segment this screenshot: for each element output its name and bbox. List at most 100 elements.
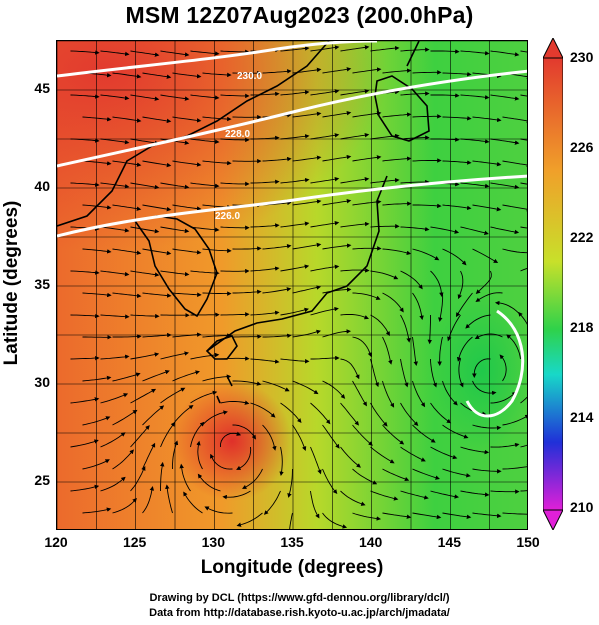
streamline-arrow-icon <box>310 45 340 52</box>
streamline-arrow-icon <box>340 402 360 426</box>
streamline-arrow-icon <box>352 111 382 118</box>
streamline-arrow-icon <box>442 71 472 77</box>
streamline-arrow-icon <box>447 314 461 342</box>
streamline-arrow-icon <box>322 67 352 74</box>
streamline-arrow-icon <box>412 248 440 261</box>
streamline-arrow-icon <box>518 311 527 325</box>
streamline-arrow-icon <box>280 402 302 424</box>
streamline-arrow-icon <box>100 270 130 277</box>
streamline-arrow-icon <box>190 421 205 448</box>
streamline-arrow-icon <box>232 246 262 251</box>
streamline-arrow-icon <box>520 267 527 272</box>
streamline-arrow-icon <box>382 68 412 74</box>
streamline-arrow-icon <box>232 424 257 440</box>
streamline-arrow-icon <box>310 220 340 228</box>
streamline-arrow-icon <box>263 490 281 515</box>
streamline-arrow-icon <box>262 380 290 392</box>
streamline-arrow-icon <box>400 314 411 343</box>
streamline-arrow-icon <box>130 50 160 57</box>
streamline-arrow-icon <box>172 160 202 167</box>
x-tick-label: 125 <box>122 534 147 550</box>
streamline-arrow-icon <box>490 226 520 235</box>
figure-title: MSM 12Z07Aug2023 (200.0hPa) <box>125 2 474 28</box>
contour-label: 228.0 <box>225 129 250 140</box>
streamline-arrow-icon <box>400 226 430 232</box>
streamline-arrow-icon <box>130 182 160 190</box>
streamline-arrow-icon <box>100 354 130 360</box>
streamline-arrow-icon <box>250 91 280 97</box>
streamline-arrow-icon <box>310 176 340 184</box>
streamline-arrow-icon <box>442 160 472 165</box>
streamline-arrow-icon <box>502 160 527 168</box>
streamline-arrow-icon <box>442 248 467 266</box>
streamline-arrow-icon <box>82 116 112 122</box>
streamline-arrow-icon <box>292 155 322 162</box>
x-tick-label: 150 <box>516 534 540 550</box>
streamline-arrow-icon <box>412 512 442 520</box>
colorbar-tick-label: 222 <box>570 229 594 245</box>
streamline-arrow-icon <box>370 402 388 427</box>
streamline-arrow-icon <box>160 387 186 404</box>
streamline-arrow-icon <box>242 468 263 489</box>
streamline-arrow-icon <box>160 94 190 101</box>
streamline-arrow-icon <box>370 178 400 184</box>
streamline-arrow-icon <box>370 270 399 280</box>
streamline-arrow-icon <box>352 468 378 485</box>
streamline-arrow-icon <box>520 490 527 492</box>
streamline-arrow-icon <box>236 446 252 470</box>
streamline-arrow-icon <box>472 160 502 167</box>
streamline-arrow-icon <box>70 94 100 99</box>
streamline-arrow-icon <box>292 199 322 206</box>
streamline-arrow-icon <box>112 204 142 211</box>
streamline-arrow-icon <box>520 138 527 141</box>
streamline-arrow-icon <box>455 292 473 318</box>
streamline-arrow-icon <box>190 390 218 404</box>
streamline-arrow-icon <box>412 203 442 209</box>
streamline-arrow-icon <box>322 198 352 206</box>
streamline-arrow-icon <box>280 358 310 364</box>
credits: Drawing by DCL (https://www.gfd-dennou.o… <box>0 591 599 621</box>
streamline-arrow-icon <box>130 94 160 101</box>
streamline-arrow-icon <box>82 416 111 426</box>
streamline-arrow-icon <box>430 446 458 460</box>
streamline-arrow-icon <box>460 182 490 189</box>
streamline-arrow-icon <box>310 402 331 425</box>
streamline-arrow-icon <box>352 246 382 251</box>
streamline-arrow-icon <box>262 156 292 162</box>
credits-line-data: Data from http://database.rish.kyoto-u.a… <box>149 607 450 619</box>
streamline-arrow-icon <box>412 158 442 163</box>
streamline-arrow-icon <box>100 94 130 101</box>
streamline-arrow-icon <box>370 446 395 464</box>
streamline-arrow-icon <box>220 137 250 143</box>
streamline-arrow-icon <box>322 468 338 495</box>
streamline-arrow-icon <box>322 380 346 399</box>
streamline-arrow-icon <box>472 204 502 212</box>
y-tick-label: 25 <box>34 472 50 488</box>
credits-line-dcl: Drawing by DCL (https://www.gfd-dennou.o… <box>149 592 450 604</box>
streamline-arrow-icon <box>292 380 319 395</box>
streamline-arrow-icon <box>352 155 382 162</box>
streamline-arrow-icon <box>202 374 232 382</box>
streamline-arrow-icon <box>430 49 460 54</box>
streamline-arrow-icon <box>520 50 527 53</box>
streamline-arrow-icon <box>130 425 150 448</box>
streamline-arrow-icon <box>70 182 100 187</box>
streamline-arrow-icon <box>280 307 309 316</box>
map-plot-area[interactable]: 230.0 228.0 226.0 <box>56 40 528 530</box>
streamline-arrow-icon <box>172 332 202 338</box>
streamline-arrow-icon <box>112 292 142 299</box>
streamline-arrow-icon <box>340 358 360 380</box>
streamline-arrow-icon <box>412 424 436 443</box>
streamline-arrow-icon <box>460 138 490 144</box>
streamline-arrow-icon <box>142 292 172 298</box>
streamline-arrow-icon <box>100 138 130 145</box>
streamline-arrow-icon <box>262 244 292 250</box>
streamline-arrow-icon <box>190 94 220 100</box>
streamline-arrow-icon <box>474 333 503 339</box>
streamline-arrow-icon <box>280 177 310 184</box>
streamline-arrow-icon <box>499 354 507 382</box>
streamline-arrow-icon <box>165 484 173 514</box>
streamline-arrow-icon <box>472 248 499 264</box>
streamline-arrow-icon <box>142 204 172 212</box>
y-axis-label: Latitude (degrees) <box>1 200 22 366</box>
